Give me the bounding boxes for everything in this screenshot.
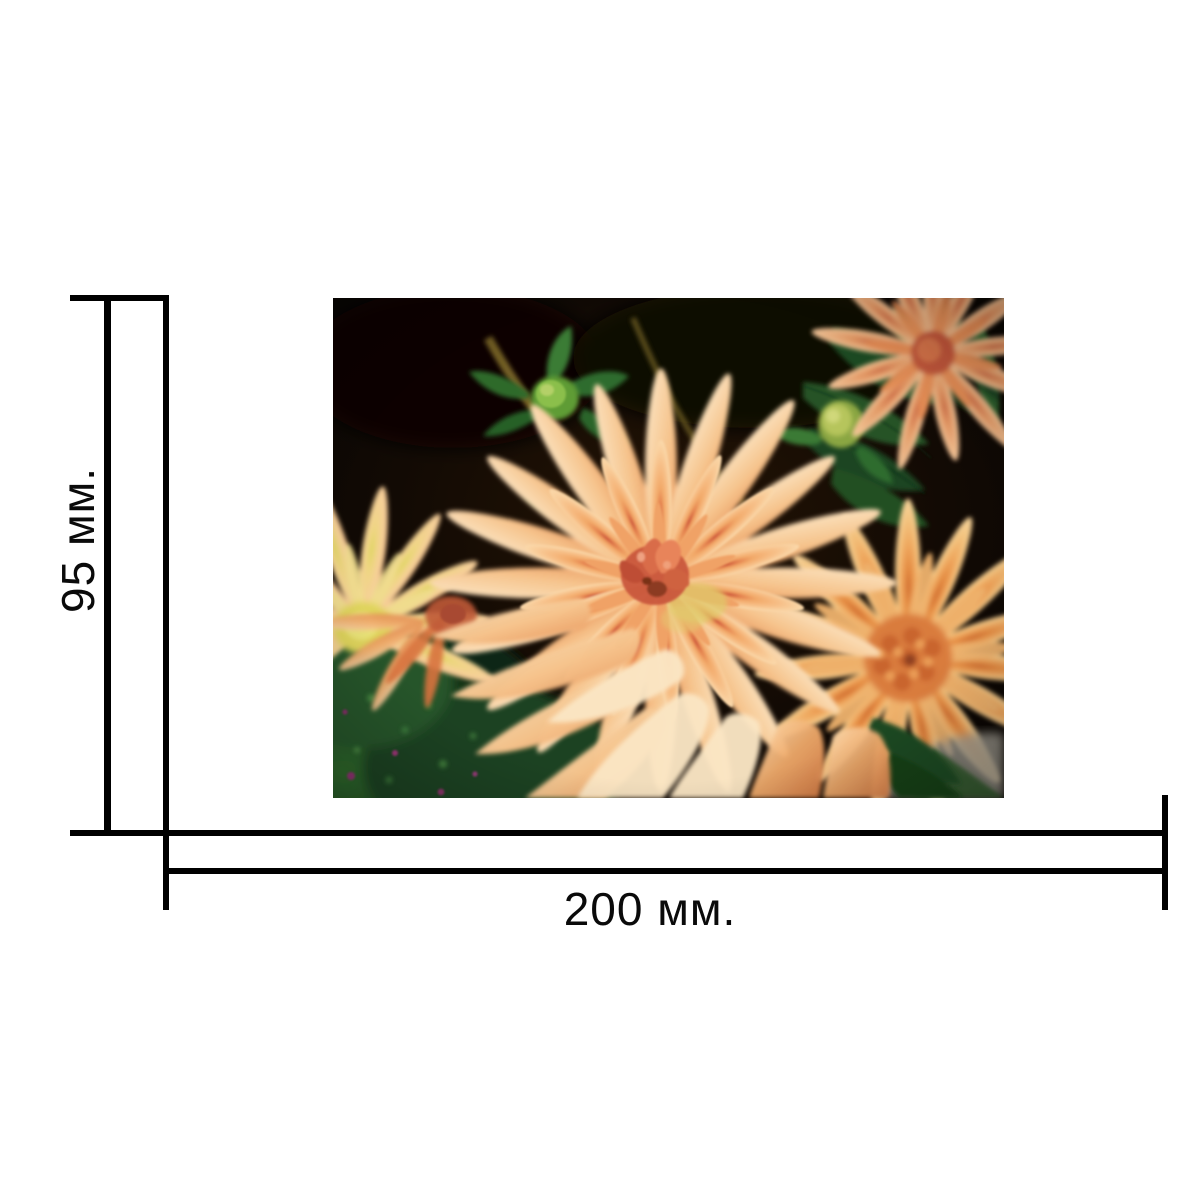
extension-line-bottom: [166, 830, 1168, 836]
horizontal-dimension-line: [166, 868, 1168, 874]
vertical-dimension-line: [104, 298, 111, 835]
vertical-dimension-tick-bottom: [70, 830, 167, 836]
horizontal-dimension-tick-right: [1162, 795, 1168, 910]
dahlia-flower-illustration: [333, 298, 1004, 798]
extension-line-left: [163, 295, 169, 836]
height-dimension-label: 95 мм.: [52, 467, 104, 613]
horizontal-dimension-tick-left: [163, 833, 169, 910]
vertical-dimension-tick-top: [70, 295, 167, 301]
product-photo: [333, 298, 1004, 798]
width-dimension-label: 200 мм.: [563, 883, 737, 935]
